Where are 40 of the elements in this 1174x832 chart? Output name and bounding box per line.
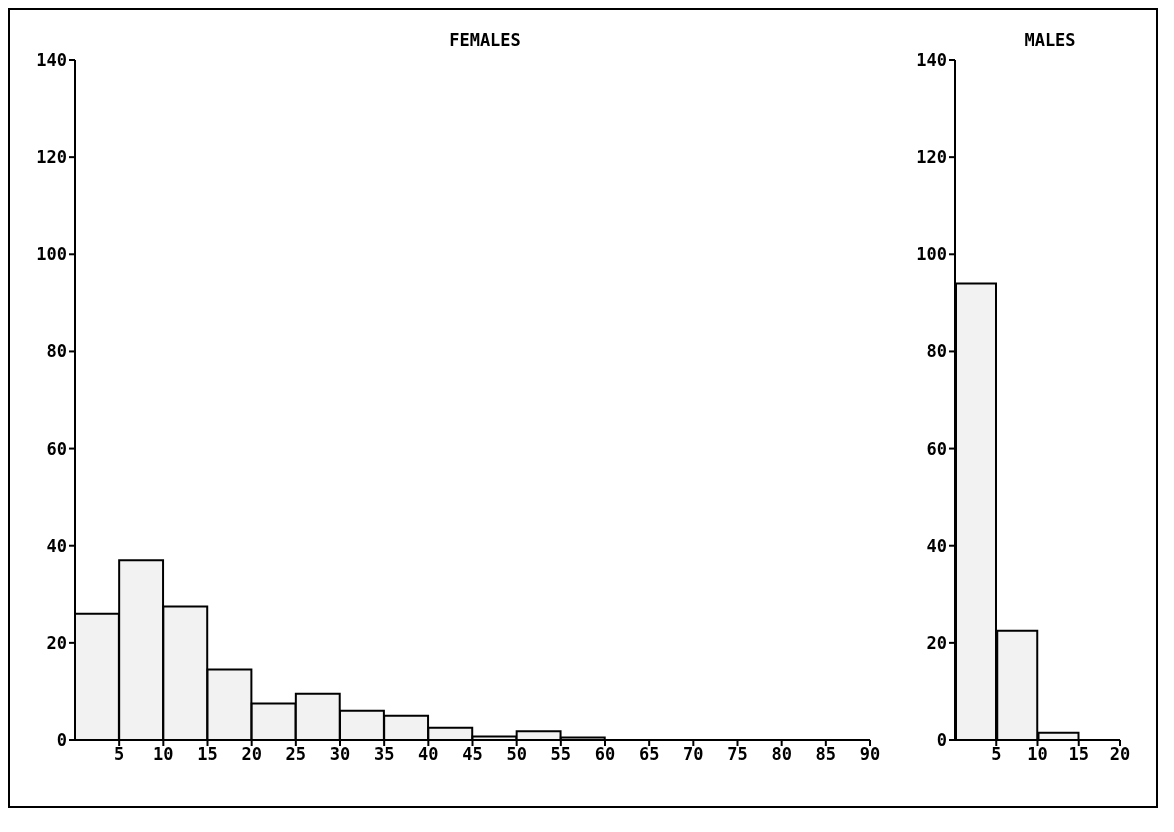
x-tick-label: 15 <box>1068 744 1089 765</box>
x-tick-label: 10 <box>153 744 174 765</box>
y-tick-label: 0 <box>936 730 947 751</box>
x-tick-label: 40 <box>418 744 439 765</box>
y-tick-label: 20 <box>926 632 947 653</box>
y-tick-label: 120 <box>916 147 947 168</box>
x-tick-label: 30 <box>329 744 351 765</box>
y-tick-label: 60 <box>926 438 947 459</box>
x-tick-label: 45 <box>462 744 483 765</box>
x-tick-label: 75 <box>727 744 748 765</box>
x-tick-label: 10 <box>1027 744 1048 765</box>
y-tick-label: 80 <box>46 341 67 362</box>
x-tick-label: 70 <box>683 744 704 765</box>
x-tick-label: 20 <box>1109 744 1131 765</box>
y-tick-label: 40 <box>46 535 67 556</box>
chart-title: MALES <box>1023 30 1077 50</box>
x-tick-label: 50 <box>506 744 527 765</box>
x-tick-label: 5 <box>114 744 125 765</box>
x-tick-label: 85 <box>815 744 837 765</box>
x-tick-label: 55 <box>550 744 572 765</box>
y-tick-label: 60 <box>46 438 67 459</box>
y-tick-label: 100 <box>36 244 67 265</box>
x-tick-label: 60 <box>594 744 616 765</box>
y-tick-label: 140 <box>916 50 947 71</box>
x-tick-label: 65 <box>638 744 660 765</box>
y-tick-label: 140 <box>36 50 67 71</box>
chart-title: FEMALES <box>448 30 522 50</box>
x-tick-label: 35 <box>373 744 395 765</box>
y-tick-label: 20 <box>46 632 67 653</box>
x-tick-label: 90 <box>859 744 881 765</box>
y-tick-label: 100 <box>916 244 947 265</box>
y-tick-label: 0 <box>56 730 67 751</box>
y-tick-label: 40 <box>926 535 947 556</box>
y-tick-label: 120 <box>36 147 67 168</box>
x-tick-label: 80 <box>771 744 792 765</box>
x-tick-label: 15 <box>197 744 218 765</box>
x-tick-label: 20 <box>241 744 262 765</box>
y-tick-label: 80 <box>926 341 947 362</box>
x-tick-label: 5 <box>991 744 1002 765</box>
x-tick-label: 25 <box>285 744 307 765</box>
